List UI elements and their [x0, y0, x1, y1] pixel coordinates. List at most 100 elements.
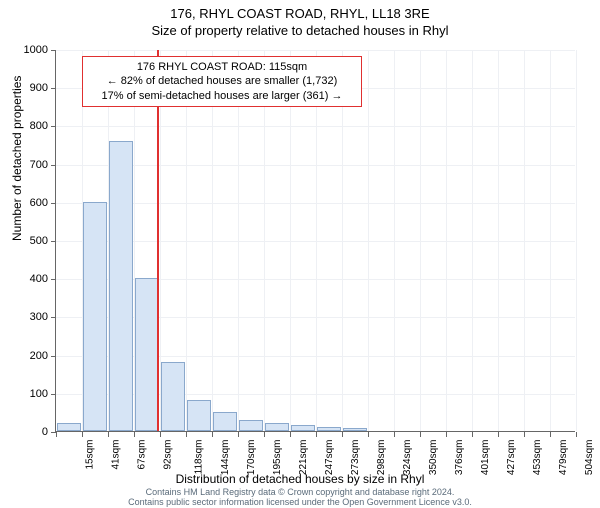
x-tick-label: 92sqm	[163, 440, 174, 470]
chart-area: 0100200300400500600700800900100015sqm41s…	[55, 50, 575, 432]
x-tick-label: 118sqm	[193, 440, 204, 475]
x-tick-mark	[108, 432, 109, 437]
x-tick-mark	[394, 432, 395, 437]
y-tick-label: 100	[8, 388, 48, 400]
y-tick-mark	[51, 317, 56, 318]
gridline-v	[212, 50, 213, 431]
y-tick-label: 0	[8, 426, 48, 438]
x-tick-label: 298sqm	[376, 440, 387, 476]
x-tick-mark	[316, 432, 317, 437]
x-tick-label: 427sqm	[506, 440, 517, 476]
marker-line	[157, 50, 159, 431]
x-tick-mark	[342, 432, 343, 437]
x-tick-mark	[290, 432, 291, 437]
x-tick-mark	[212, 432, 213, 437]
x-tick-label: 15sqm	[85, 440, 96, 470]
x-tick-mark	[82, 432, 83, 437]
y-tick-mark	[51, 356, 56, 357]
gridline-v	[342, 50, 343, 431]
y-tick-label: 800	[8, 120, 48, 132]
bar	[135, 278, 160, 431]
bar	[213, 412, 238, 431]
gridline-v	[290, 50, 291, 431]
bar	[317, 427, 342, 431]
y-tick-label: 400	[8, 273, 48, 285]
y-tick-mark	[51, 394, 56, 395]
y-tick-label: 500	[8, 235, 48, 247]
x-tick-label: 144sqm	[220, 440, 231, 476]
x-tick-label: 479sqm	[558, 440, 569, 476]
y-tick-label: 1000	[8, 44, 48, 56]
info-box: 176 RHYL COAST ROAD: 115sqm← 82% of deta…	[82, 56, 362, 107]
x-tick-mark	[524, 432, 525, 437]
x-tick-mark	[238, 432, 239, 437]
x-axis-label: Distribution of detached houses by size …	[0, 472, 600, 486]
bar	[83, 202, 108, 431]
bar	[291, 425, 316, 431]
x-tick-label: 195sqm	[272, 440, 283, 476]
x-tick-label: 247sqm	[324, 440, 335, 476]
x-tick-label: 67sqm	[137, 440, 148, 470]
x-tick-label: 324sqm	[402, 440, 413, 476]
x-tick-label: 350sqm	[428, 440, 439, 476]
gridline-v	[238, 50, 239, 431]
bar	[161, 362, 186, 431]
chart-footer: Contains HM Land Registry data © Crown c…	[0, 488, 600, 508]
x-tick-mark	[186, 432, 187, 437]
gridline-v	[420, 50, 421, 431]
y-tick-label: 900	[8, 82, 48, 94]
footer-line-2: Contains public sector information licen…	[0, 498, 600, 508]
x-tick-mark	[446, 432, 447, 437]
bar	[57, 423, 82, 431]
x-tick-label: 504sqm	[584, 440, 595, 476]
gridline-v	[472, 50, 473, 431]
gridline-v	[550, 50, 551, 431]
x-tick-mark	[368, 432, 369, 437]
y-tick-label: 600	[8, 197, 48, 209]
x-tick-mark	[420, 432, 421, 437]
x-tick-mark	[56, 432, 57, 437]
x-tick-label: 453sqm	[532, 440, 543, 476]
gridline-v	[316, 50, 317, 431]
y-tick-mark	[51, 88, 56, 89]
x-tick-mark	[472, 432, 473, 437]
x-tick-label: 221sqm	[298, 440, 309, 476]
y-tick-label: 200	[8, 350, 48, 362]
info-box-line: ← 82% of detached houses are smaller (1,…	[91, 74, 353, 88]
gridline-v	[394, 50, 395, 431]
plot-area: 0100200300400500600700800900100015sqm41s…	[55, 50, 575, 432]
x-tick-label: 273sqm	[350, 440, 361, 476]
gridline-v	[524, 50, 525, 431]
bar	[109, 141, 134, 431]
gridline-v	[576, 50, 577, 431]
x-tick-mark	[550, 432, 551, 437]
x-tick-label: 376sqm	[454, 440, 465, 476]
x-tick-mark	[498, 432, 499, 437]
y-tick-mark	[51, 203, 56, 204]
y-tick-mark	[51, 241, 56, 242]
y-tick-mark	[51, 126, 56, 127]
y-tick-mark	[51, 50, 56, 51]
y-tick-mark	[51, 279, 56, 280]
x-tick-mark	[134, 432, 135, 437]
x-tick-mark	[160, 432, 161, 437]
x-tick-mark	[264, 432, 265, 437]
gridline-v	[186, 50, 187, 431]
bar	[265, 423, 290, 431]
bar	[239, 420, 264, 431]
y-tick-mark	[51, 165, 56, 166]
x-tick-label: 401sqm	[480, 440, 491, 476]
info-box-line: 176 RHYL COAST ROAD: 115sqm	[91, 60, 353, 74]
info-box-line: 17% of semi-detached houses are larger (…	[91, 89, 353, 103]
y-tick-label: 300	[8, 311, 48, 323]
x-tick-label: 41sqm	[111, 440, 122, 470]
bar	[187, 400, 212, 431]
y-tick-label: 700	[8, 159, 48, 171]
gridline-v	[446, 50, 447, 431]
gridline-v	[264, 50, 265, 431]
gridline-v	[498, 50, 499, 431]
chart-title-sub: Size of property relative to detached ho…	[0, 23, 600, 38]
bar	[343, 428, 368, 431]
chart-title-main: 176, RHYL COAST ROAD, RHYL, LL18 3RE	[0, 6, 600, 21]
x-tick-mark	[576, 432, 577, 437]
